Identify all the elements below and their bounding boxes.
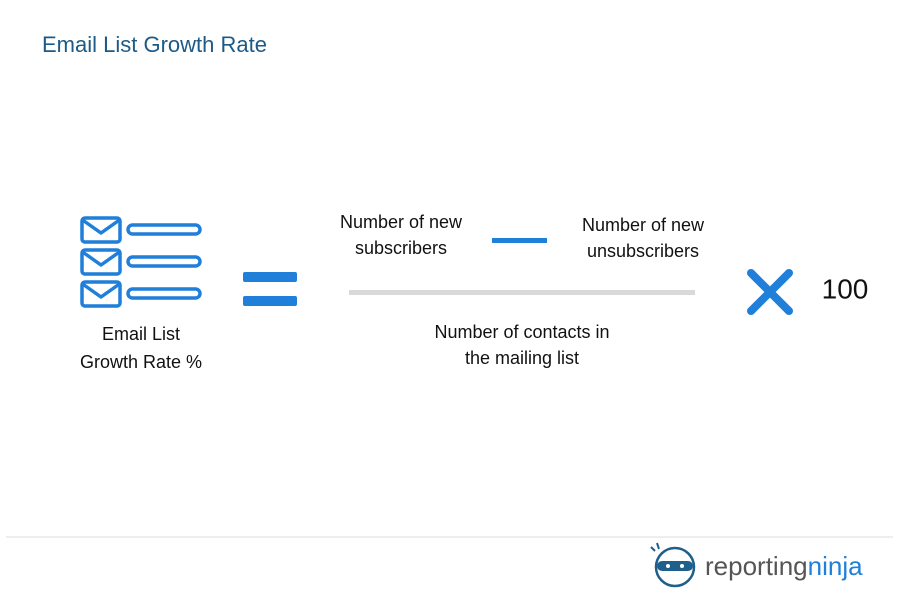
numerator-left: subscribers (355, 238, 447, 258)
numerator-right: Number of new (582, 215, 705, 235)
multiplier: 100 (822, 273, 869, 304)
title: Email List Growth Rate (42, 32, 267, 57)
numerator-left: Number of new (340, 212, 463, 232)
logo-mark (650, 542, 696, 588)
equals-sign (243, 272, 297, 306)
email-list-icon (80, 216, 202, 308)
multiply-sign (747, 269, 793, 315)
fraction-bar (349, 290, 695, 295)
numerator-right: unsubscribers (587, 241, 699, 261)
left-label: Email List (102, 324, 180, 344)
logo-part: ninja (808, 551, 863, 581)
logo-text: reportingninja (705, 551, 863, 581)
left-label: Growth Rate % (80, 352, 202, 372)
denominator: Number of contacts in (434, 322, 609, 342)
minus-sign (492, 238, 547, 243)
logo-part: reporting (705, 551, 808, 581)
denominator: the mailing list (465, 348, 579, 368)
